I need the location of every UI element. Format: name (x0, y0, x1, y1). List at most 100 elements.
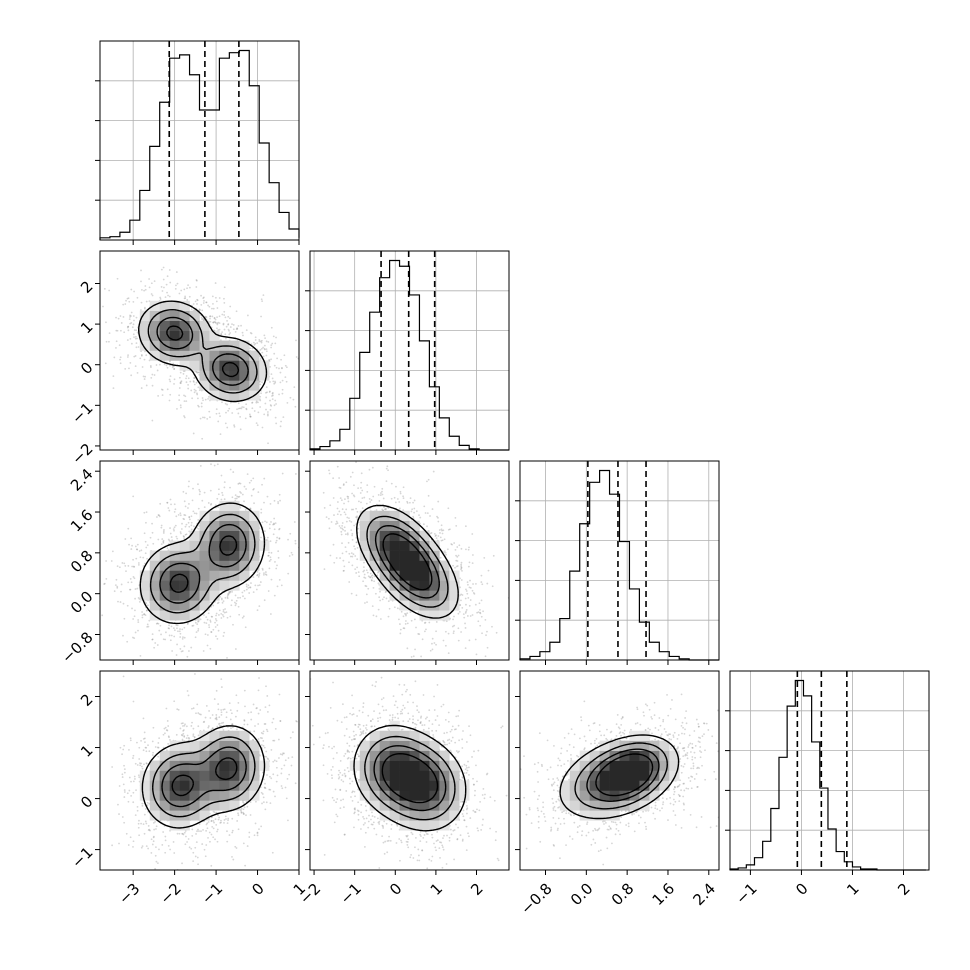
scatter-point (146, 544, 149, 547)
scatter-point (249, 415, 252, 418)
scatter-point (261, 568, 264, 571)
density-cell (159, 320, 170, 331)
scatter-point (243, 589, 246, 592)
scatter-point (258, 339, 261, 341)
density-cell (239, 540, 250, 551)
scatter-point (426, 525, 428, 528)
scatter-point (246, 314, 249, 317)
scatter-point (491, 585, 494, 588)
scatter-point (229, 332, 231, 334)
scatter-point (242, 334, 244, 337)
scatter-point (182, 373, 185, 375)
scatter-point (330, 521, 333, 523)
scatter-point (234, 497, 237, 500)
scatter-point (402, 495, 405, 498)
scatter-point (395, 485, 397, 488)
scatter-point (450, 543, 453, 545)
scatter-point (199, 490, 201, 493)
density-cell (189, 600, 200, 611)
scatter-point (390, 497, 393, 500)
scatter-point (137, 596, 140, 599)
scatter-point (269, 390, 271, 393)
scatter-point (345, 520, 348, 523)
scatter-point (269, 381, 271, 383)
scatter-point (437, 516, 439, 519)
scatter-point (455, 565, 458, 568)
scatter-point (460, 563, 463, 566)
scatter-point (348, 581, 351, 583)
scatter-point (160, 388, 163, 391)
scatter-point (130, 537, 133, 540)
scatter-point (279, 425, 282, 428)
density-cell (219, 510, 230, 521)
scatter-point (203, 506, 206, 508)
scatter-point (444, 551, 447, 554)
scatter-point (235, 599, 238, 602)
scatter-point (260, 392, 262, 395)
scatter-point (82, 274, 84, 276)
scatter-point (223, 328, 226, 331)
scatter-point (125, 570, 127, 573)
scatter-point (123, 331, 126, 334)
scatter-point (180, 381, 182, 383)
scatter-point (156, 644, 159, 646)
scatter-point (265, 386, 268, 388)
scatter-point (183, 537, 185, 540)
scatter-point (183, 297, 186, 300)
density-cell (199, 370, 210, 381)
scatter-point (346, 516, 349, 519)
scatter-point (168, 627, 171, 630)
density-cell (189, 580, 200, 591)
scatter-point (216, 497, 219, 500)
scatter-point (186, 299, 189, 301)
scatter-point (259, 383, 262, 386)
scatter-point (355, 507, 357, 510)
scatter-point (221, 614, 224, 616)
scatter-point (332, 477, 335, 480)
scatter-point (145, 521, 147, 524)
density-cell (179, 560, 190, 571)
scatter-point (372, 495, 375, 498)
scatter-point (157, 538, 160, 541)
scatter-point (155, 622, 158, 625)
scatter-point (348, 561, 350, 564)
scatter-point (215, 612, 218, 615)
scatter-point (480, 574, 483, 577)
scatter-point (249, 507, 252, 510)
scatter-point (411, 508, 414, 511)
scatter-point (203, 296, 205, 299)
density-cell (209, 510, 220, 521)
density-cell (239, 390, 250, 401)
scatter-point (351, 555, 354, 558)
scatter-point (210, 502, 213, 505)
scatter-point (204, 398, 207, 401)
scatter-point (145, 546, 148, 549)
scatter-point (212, 321, 215, 324)
scatter-point (144, 601, 147, 604)
scatter-point (479, 608, 481, 611)
scatter-point (399, 490, 402, 493)
density-cell (179, 600, 190, 611)
scatter-point (194, 636, 197, 639)
scatter-point (197, 507, 200, 510)
scatter-point (481, 583, 484, 586)
scatter-point (229, 590, 232, 593)
scatter-point (227, 593, 230, 596)
scatter-point (360, 472, 363, 475)
scatter-point (173, 510, 176, 513)
scatter-point (293, 386, 296, 389)
scatter-point (383, 506, 385, 508)
scatter-point (271, 342, 274, 345)
scatter-point (154, 642, 157, 644)
scatter-point (187, 485, 190, 488)
scatter-point (188, 664, 190, 666)
scatter-point (265, 348, 268, 350)
scatter-point (263, 477, 266, 480)
scatter-point (275, 403, 277, 405)
density-cell (189, 610, 200, 621)
scatter-point (104, 362, 107, 365)
scatter-point (486, 646, 489, 649)
scatter-point (209, 647, 212, 650)
scatter-point (223, 301, 226, 304)
scatter-point (121, 562, 124, 564)
